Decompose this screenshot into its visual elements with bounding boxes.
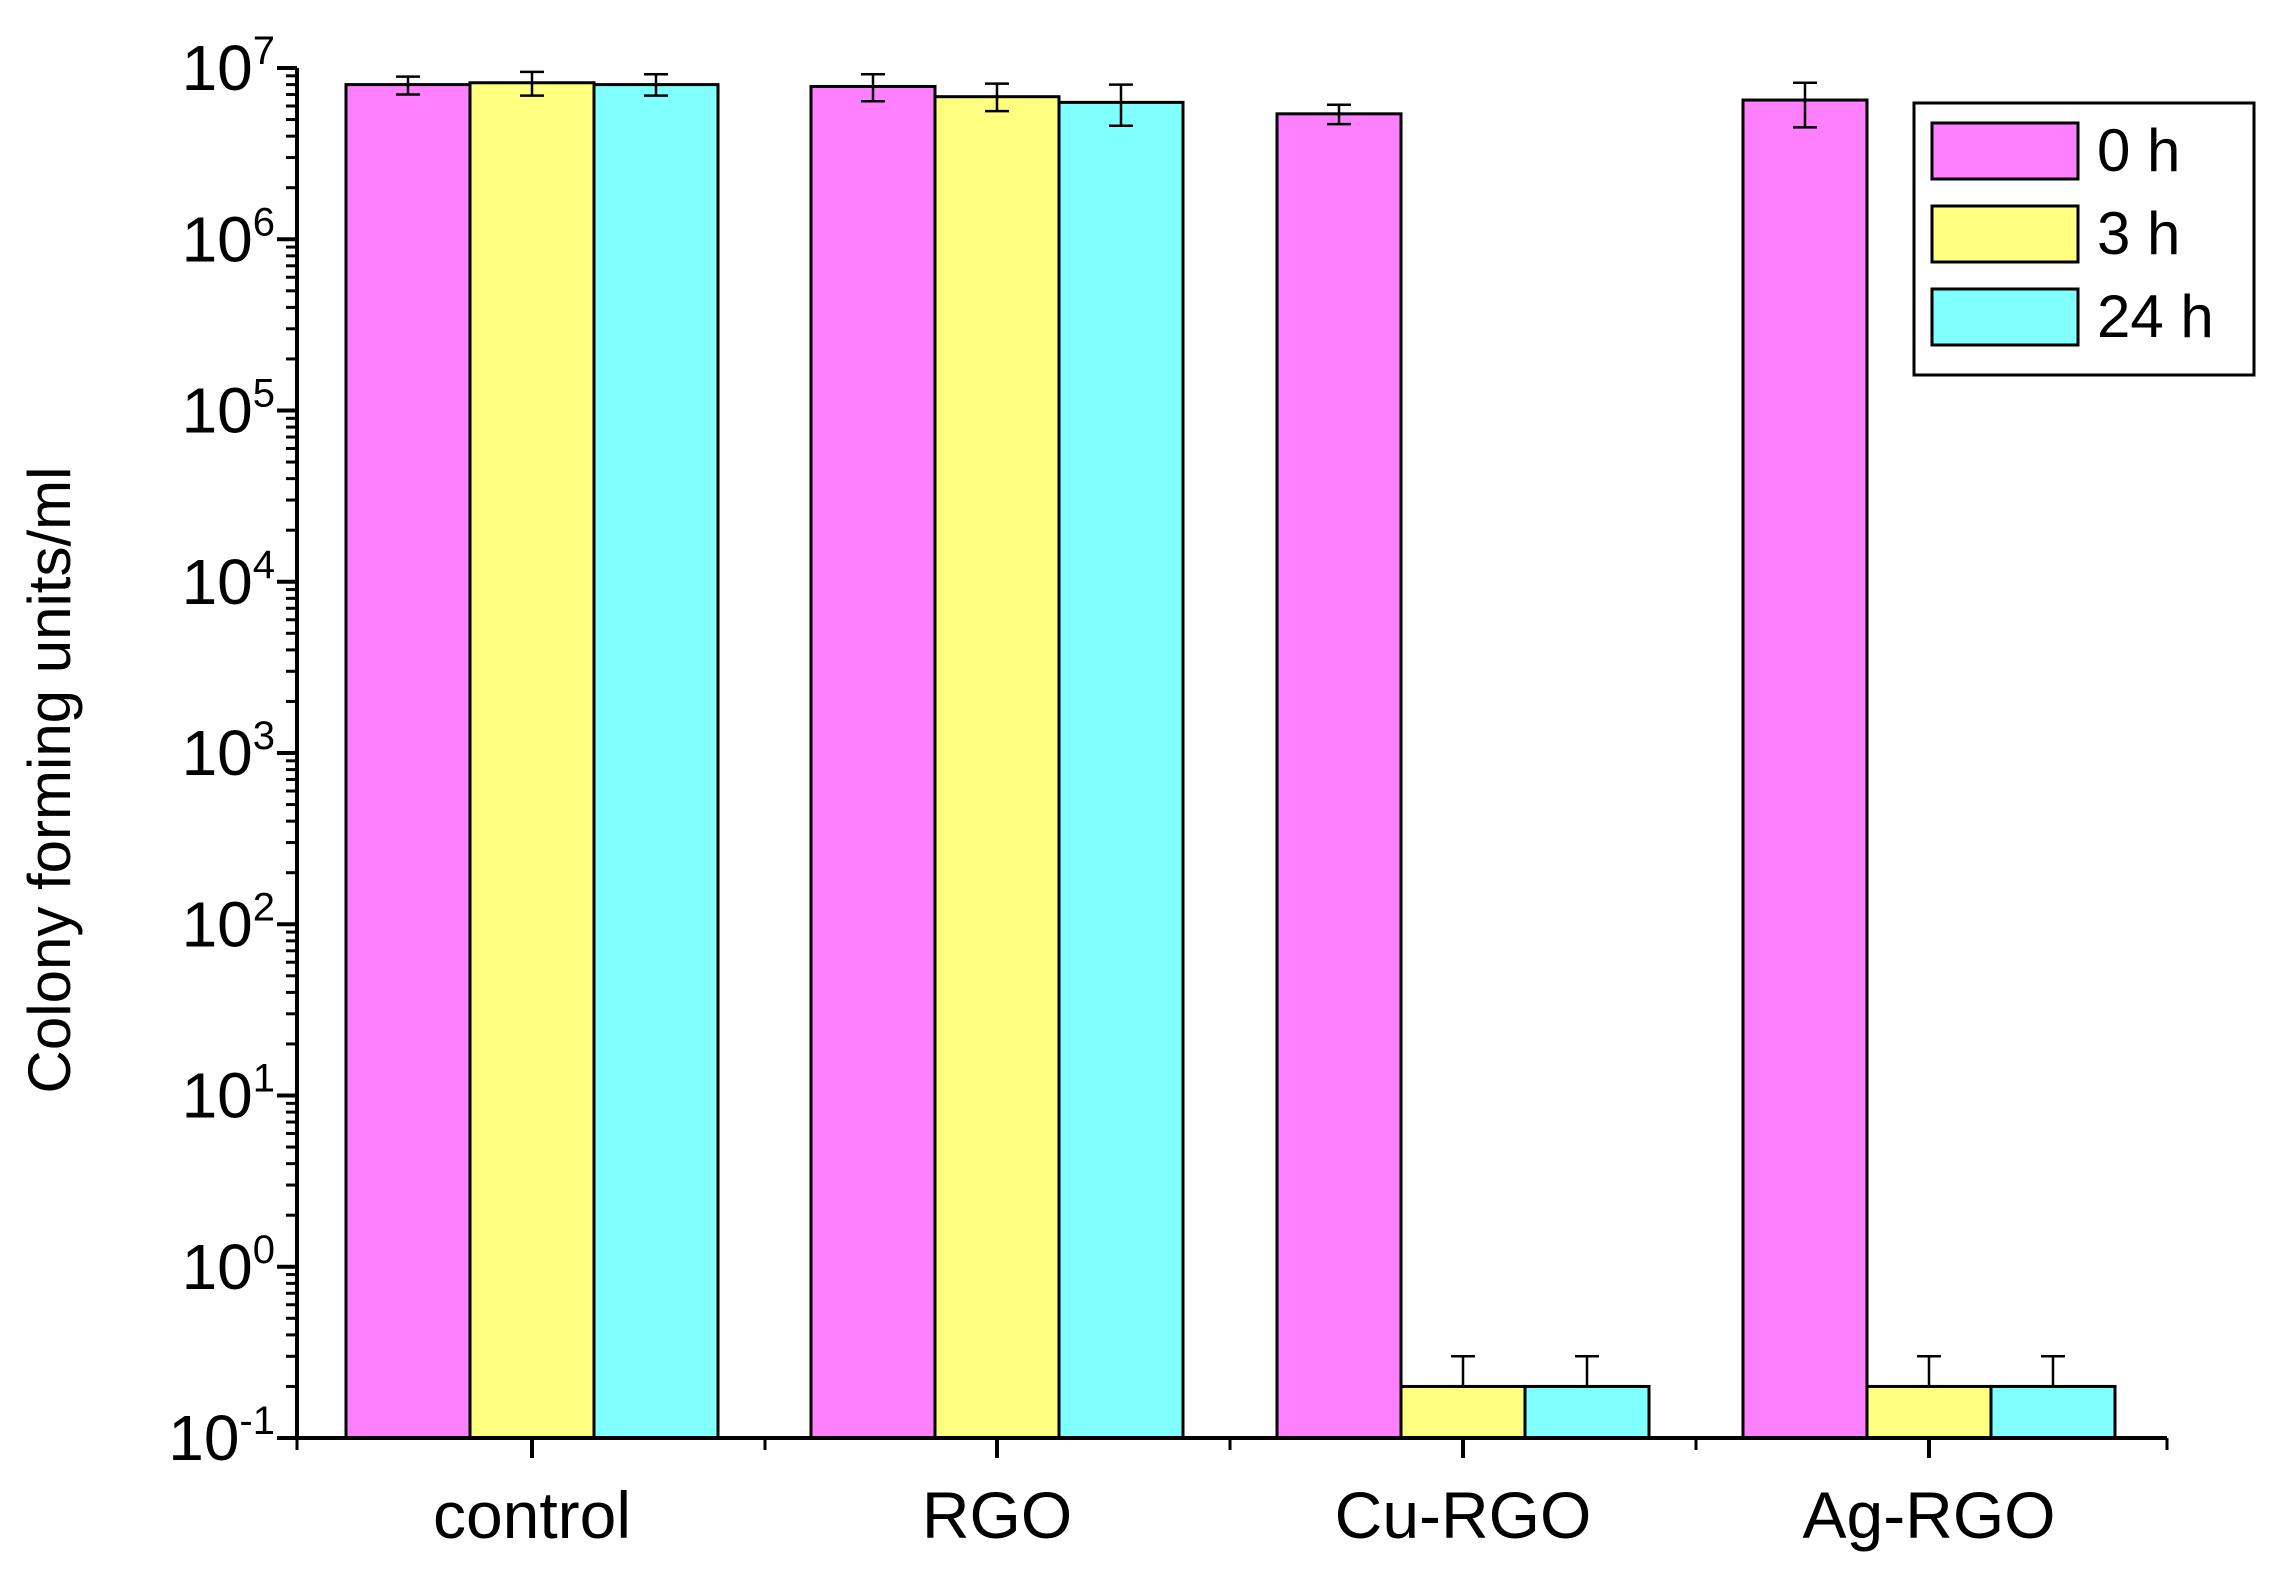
- y-tick-label: 100: [182, 1228, 275, 1303]
- error-bar: [1793, 81, 1817, 129]
- y-tick-label-base: 10: [182, 546, 253, 618]
- legend-item: 3 h: [1930, 200, 2180, 267]
- bar-ag-rgo-3h: [1865, 1384, 1993, 1440]
- x-tick-label: control: [433, 1478, 631, 1552]
- y-tick-label-exponent: 0: [253, 1228, 275, 1272]
- x-ticks-layer: control RGO Cu-RGO Ag-RGO: [295, 1438, 2169, 1552]
- y-tick-label: 103: [182, 714, 275, 789]
- y-tick-label: 106: [182, 200, 275, 275]
- y-tick-label-base: 10: [182, 1060, 253, 1132]
- error-bar: [1109, 83, 1133, 128]
- bar-cu-rgo-3h: [1399, 1384, 1527, 1440]
- error-bar: [1575, 1355, 1599, 1388]
- error-bar: [1327, 103, 1351, 126]
- bar-control-24h: [592, 83, 720, 1440]
- error-bar: [520, 70, 544, 97]
- bars-layer: [344, 81, 2117, 1440]
- y-tick-label-exponent: 7: [253, 29, 275, 73]
- legend-item: 24 h: [1930, 283, 2214, 350]
- y-tick-label-base: 10: [182, 1231, 253, 1303]
- y-tick-label-exponent: 5: [253, 372, 275, 416]
- y-tick-label-exponent: 6: [253, 200, 275, 244]
- bar-rgo-0h: [809, 84, 937, 1440]
- x-tick-label: RGO: [922, 1478, 1072, 1552]
- bar-control-0h: [344, 83, 472, 1440]
- x-tick-label: Ag-RGO: [1802, 1478, 2055, 1552]
- bar-cu-rgo-24h: [1523, 1384, 1651, 1440]
- error-bar: [1917, 1355, 1941, 1388]
- y-tick-label-exponent: -1: [239, 1399, 275, 1443]
- legend-item: 0 h: [1930, 117, 2180, 184]
- y-tick-label-exponent: 1: [253, 1057, 275, 1101]
- y-tick-label-base: 10: [182, 717, 253, 789]
- error-bar: [1451, 1355, 1475, 1388]
- legend-swatch: [1930, 287, 2080, 347]
- error-bar: [985, 82, 1009, 113]
- x-tick-label: Cu-RGO: [1335, 1478, 1592, 1552]
- legend-label: 0 h: [2097, 117, 2180, 184]
- bar-rgo-24h: [1057, 100, 1185, 1440]
- error-bar: [396, 75, 420, 96]
- error-bars-layer: [396, 70, 2065, 1388]
- y-tick-label: 105: [182, 372, 275, 447]
- y-tick-label-base: 10: [182, 888, 253, 960]
- bar-ag-rgo-24h: [1989, 1384, 2117, 1440]
- y-tick-label-exponent: 4: [253, 543, 275, 587]
- y-tick-label-base: 10: [182, 203, 253, 275]
- y-tick-label: 10-1: [168, 1399, 275, 1474]
- bar-rgo-3h: [933, 95, 1061, 1440]
- legend-swatch: [1930, 204, 2080, 264]
- y-axis-title: Colony forming units/ml: [16, 467, 83, 1094]
- bar-control-3h: [468, 81, 596, 1440]
- y-tick-label-base: 10: [182, 375, 253, 447]
- y-tick-label-base: 10: [182, 32, 253, 104]
- bar-ag-rgo-0h: [1741, 98, 1869, 1440]
- y-tick-label: 107: [182, 29, 275, 104]
- error-bar: [861, 72, 885, 103]
- y-tick-label: 101: [182, 1057, 275, 1132]
- error-bar: [2041, 1355, 2065, 1388]
- legend-label: 24 h: [2097, 283, 2214, 350]
- bar-cu-rgo-0h: [1275, 112, 1403, 1440]
- y-tick-label: 102: [182, 885, 275, 960]
- y-tick-label-base: 10: [168, 1402, 239, 1474]
- y-tick-label-exponent: 3: [253, 714, 275, 758]
- legend-label: 3 h: [2097, 200, 2180, 267]
- legend: 0 h 3 h 24 h: [1912, 101, 2256, 377]
- y-tick-label-exponent: 2: [253, 885, 275, 929]
- y-tick-label: 104: [182, 543, 275, 618]
- legend-swatch: [1930, 121, 2080, 181]
- error-bar: [644, 72, 668, 97]
